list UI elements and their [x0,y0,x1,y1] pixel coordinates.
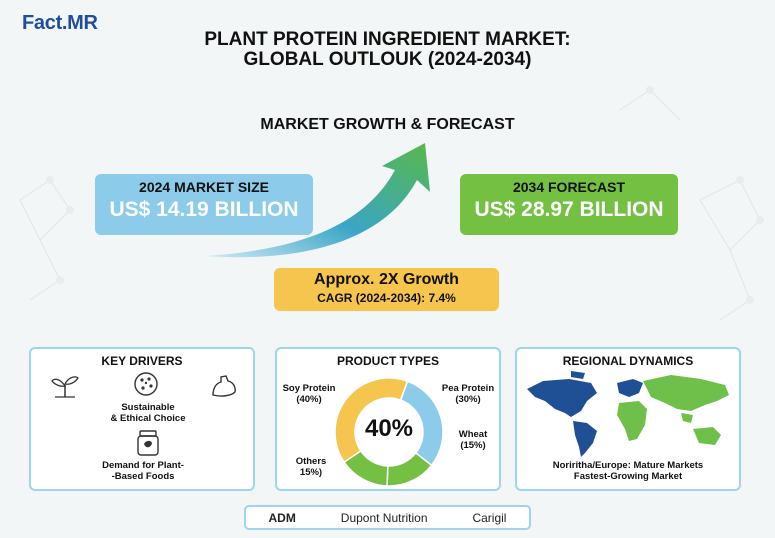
world-map-icon [527,371,729,457]
label-soy-line2: (40%) [296,394,322,405]
driver-demand-line2: -Based Foods [111,471,175,482]
companies-bar: ADM Dupont Nutrition Carigil [244,505,531,530]
key-drivers-title: KEY DRIVERS [101,354,183,368]
market-size-value: US$ 14.19 BILLION [109,198,299,221]
slice-soy-protein [334,377,409,464]
company-dupont: Dupont Nutrition [340,510,428,525]
page-title: PLANT PROTEIN INGREDIENT MARKET: GLOBAL … [0,30,775,70]
protein-jar-icon [137,430,159,456]
brand-name: Fact.MR [22,12,98,34]
label-pea-line2: (30%) [455,394,481,405]
driver-sustainable-line2: & Ethical Choice [110,413,186,424]
label-soy-protein: Soy Protein (40%) [281,383,337,405]
company-carigil: Carigil [472,510,507,525]
product-types-panel: PRODUCT TYPES 40% Soy Protein (40%) Pea … [275,347,501,491]
driver-demand-line1: Demand for Plant- [102,460,184,471]
key-drivers-panel: KEY DRIVERS Sustainable & Ethical Choice… [29,347,255,491]
cookie-icon [134,372,158,396]
label-wheat: Wheat (15%) [453,429,493,451]
market-size-card: 2024 MARKET SIZE US$ 14.19 BILLION [95,174,313,235]
label-others-line2: 15%) [299,467,323,478]
title-line-1: PLANT PROTEIN INGREDIENT MARKET: [204,29,571,50]
product-types-title: PRODUCT TYPES [336,354,439,368]
muscle-arm-icon [212,375,236,397]
forecast-card: 2034 FORECAST US$ 28.97 BILLION [460,174,678,235]
label-pea-protein: Pea Protein (30%) [439,383,497,405]
driver-demand: Demand for Plant- -Based Foods [83,460,203,482]
product-donut-chart [334,377,444,487]
label-others-line1: Others [295,456,327,467]
forecast-label: 2034 FORECAST [512,179,626,195]
plant-sprout-icon [51,376,79,398]
driver-sustainable-line1: Sustainable [121,402,175,413]
label-pea-line1: Pea Protein [441,383,495,394]
donut-center-label: 40% [364,415,414,442]
regional-line2: Fastest-Growing Market [573,471,683,482]
growth-heading: MARKET GROWTH & FORECAST [260,116,515,133]
growth-card: Approx. 2X Growth CAGR (2024-2034): 7.4% [274,268,499,311]
label-others: Others 15%) [291,456,331,478]
forecast-value: US$ 28.97 BILLION [474,198,664,221]
title-line-2: GLOBAL OUTLOUK (2024-2034) [243,49,532,70]
regional-dynamics-title: REGIONAL DYNAMICS [562,354,694,368]
regional-dynamics-panel: REGIONAL DYNAMICS Noriritha/Europe: Matu… [515,347,741,491]
label-wheat-line1: Wheat [458,429,488,440]
market-size-label: 2024 MARKET SIZE [139,179,269,195]
label-soy-line1: Soy Protein [282,383,336,394]
growth-text: Approx. 2X Growth [314,271,459,288]
cagr-text: CAGR (2024-2034): 7.4% [317,291,456,305]
regional-line1: Noriritha/Europe: Mature Markets [552,460,704,471]
brand-logo: Fact.MR [22,12,98,35]
label-wheat-line2: (15%) [460,440,486,451]
company-adm: ADM [268,510,296,525]
driver-sustainable: Sustainable & Ethical Choice [93,402,203,424]
regional-text: Noriritha/Europe: Mature Markets Fastest… [517,460,739,482]
slice-others [343,449,389,487]
donut-hole [356,399,422,465]
